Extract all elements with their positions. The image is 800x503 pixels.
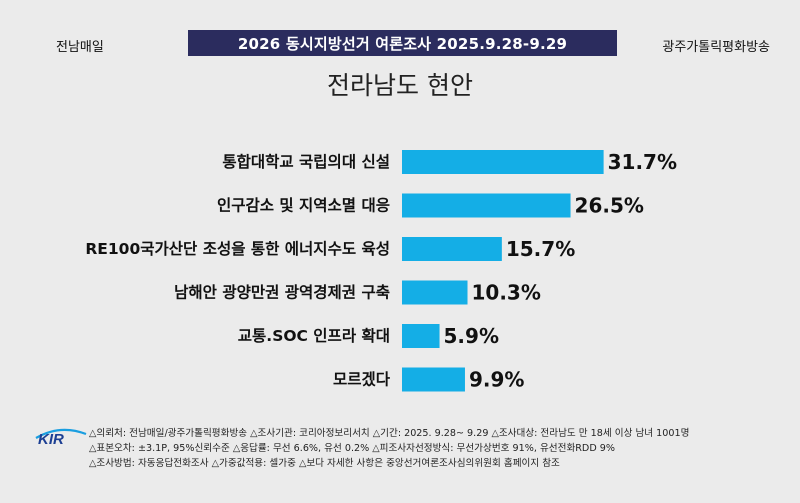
note-line-3: △조사방법: 자동응답전화조사 △가중값적용: 셀가중 △보다 자세한 사항은 … [89,458,560,469]
category-label: 남해안 광양만권 광역경제권 구축 [174,283,390,302]
survey-headline: 2026 동시지방선거 여론조사 2025.9.28-9.29 [188,30,617,56]
value-label: 15.7% [506,237,575,261]
right-sponsor: 광주가톨릭평화방송 [662,40,770,55]
bar [402,193,571,218]
bar [402,324,440,348]
category-label: RE100국가산단 조성을 통한 에너지수도 육성 [85,239,390,258]
chart-title: 전라남도 현안 [327,71,473,100]
value-label: 10.3% [472,281,541,305]
kir-logo: KIR [35,428,87,446]
category-label: 통합대학교 국립의대 신설 [222,153,390,171]
value-label: 5.9% [444,324,499,348]
value-label: 26.5% [575,194,644,218]
category-label: 모르겠다 [333,371,391,389]
value-label: 31.7% [608,150,677,174]
category-label: 교통.SOC 인프라 확대 [238,326,390,345]
bar [402,280,468,305]
left-sponsor: 전남매일 [56,40,104,55]
note-line-2: △표본오차: ±3.1P, 95%신뢰수준 △응답률: 무선 6.6%, 유선 … [89,443,615,454]
value-label: 9.9% [469,368,524,392]
bar [402,150,604,174]
note-line-1: △의뢰처: 전남매일/광주가톨릭평화방송 △조사기관: 코리아정보리서치 △기간… [89,428,690,439]
bar [402,237,502,261]
category-label: 인구감소 및 지역소멸 대응 [217,196,390,215]
logo-text: KIR [38,431,64,446]
bar [402,367,465,392]
